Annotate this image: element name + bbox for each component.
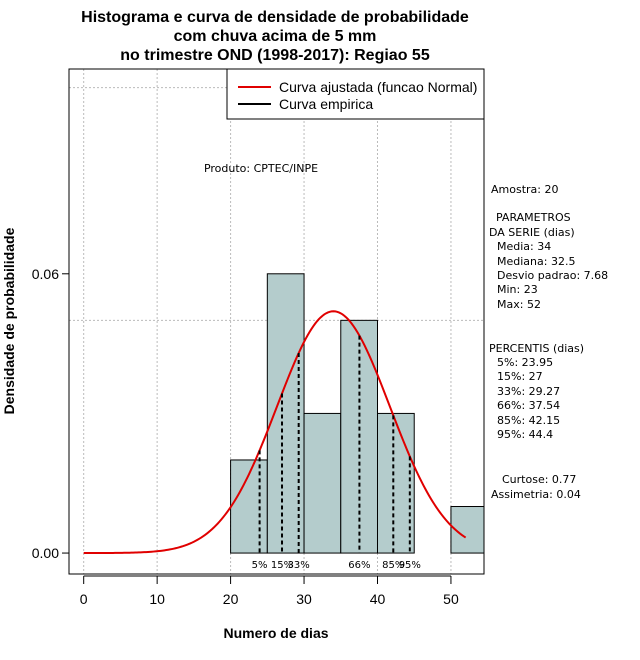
stat-p95: 95%: 44.4 bbox=[497, 428, 553, 441]
histogram-bars bbox=[230, 273, 485, 554]
stat-assimetria: Assimetria: 0.04 bbox=[491, 488, 581, 501]
percentile-label-2: 33% bbox=[288, 560, 310, 571]
stat-parametros-heading-1: PARAMETROS bbox=[496, 211, 571, 224]
x-tick-label-2: 20 bbox=[223, 591, 239, 607]
stat-mediana: Mediana: 32.5 bbox=[497, 255, 575, 268]
stat-desvio: Desvio padrao: 7.68 bbox=[497, 269, 608, 282]
stat-p66: 66%: 37.54 bbox=[497, 399, 560, 412]
stat-p15: 15%: 27 bbox=[497, 370, 543, 383]
stat-max: Max: 52 bbox=[497, 298, 541, 311]
x-tick-label-0: 0 bbox=[80, 591, 88, 607]
chart-title-line-1: Histograma e curva de densidade de proba… bbox=[81, 9, 469, 26]
stat-p5: 5%: 23.95 bbox=[497, 356, 553, 369]
stat-p85: 85%: 42.15 bbox=[497, 414, 560, 427]
histogram-bar-1 bbox=[266, 273, 305, 554]
x-tick-label-5: 50 bbox=[443, 591, 459, 607]
x-tick-label-3: 30 bbox=[296, 591, 312, 607]
normal-fit-curve bbox=[83, 310, 467, 555]
chart-title-line-3: no trimestre OND (1998-2017): Regiao 55 bbox=[120, 47, 430, 64]
y-tick-label-0: 0.00 bbox=[32, 545, 59, 561]
stat-media: Media: 34 bbox=[497, 240, 551, 253]
x-tick-label-4: 40 bbox=[370, 591, 386, 607]
percentile-label-1: 15% bbox=[271, 560, 293, 571]
y-axis-label: Densidade de probabilidade bbox=[1, 227, 17, 414]
product-annotation: Produto: CPTEC/INPE bbox=[204, 162, 318, 175]
stats-panel: Amostra: 20 PARAMETROS DA SERIE (dias) M… bbox=[489, 183, 608, 501]
legend-box bbox=[226, 68, 485, 120]
y-axis: 0.00 0.06 bbox=[32, 266, 70, 561]
stat-min: Min: 23 bbox=[497, 283, 538, 296]
legend-entry-empirica: Curva empirica bbox=[279, 96, 373, 112]
stat-percentis-heading: PERCENTIS (dias) bbox=[489, 342, 584, 355]
legend: Curva ajustada (funcao Normal) Curva emp… bbox=[226, 68, 485, 120]
x-axis-label: Numero de dias bbox=[223, 625, 328, 641]
x-axis: 0 10 20 30 40 50 bbox=[80, 575, 459, 607]
percentile-label-5: 95% bbox=[399, 560, 421, 571]
percentile-label-3: 66% bbox=[348, 560, 370, 571]
x-tick-label-1: 10 bbox=[149, 591, 165, 607]
stat-parametros-heading-2: DA SERIE (dias) bbox=[489, 226, 575, 239]
legend-entry-normal: Curva ajustada (funcao Normal) bbox=[279, 79, 477, 95]
chart-title-line-2: com chuva acima de 5 mm bbox=[174, 28, 377, 45]
histogram-bar-2 bbox=[303, 412, 342, 554]
stat-curtose: Curtose: 0.77 bbox=[502, 473, 576, 486]
stat-p33: 33%: 29.27 bbox=[497, 385, 560, 398]
y-tick-label-1: 0.06 bbox=[32, 266, 59, 282]
percentile-label-4: 85% bbox=[382, 560, 404, 571]
histogram-bar-4 bbox=[376, 412, 415, 554]
percentile-lines: 5% 15%33% 66% 85%95% bbox=[252, 335, 421, 571]
percentile-label-0: 5% bbox=[252, 560, 268, 571]
stat-amostra: Amostra: 20 bbox=[491, 183, 558, 196]
